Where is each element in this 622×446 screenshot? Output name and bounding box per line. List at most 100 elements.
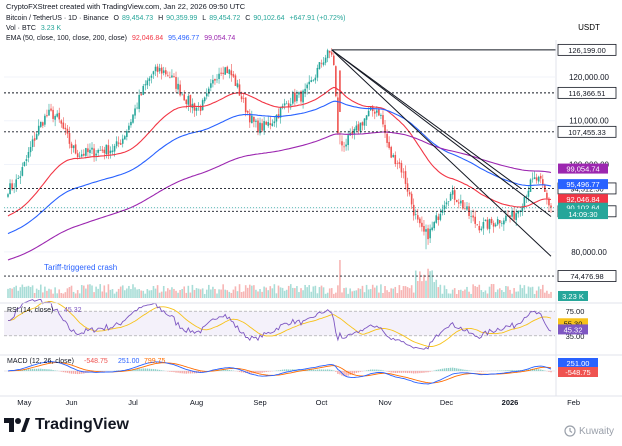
macd-hist-bar <box>548 371 550 372</box>
macd-hist-bar <box>326 369 329 371</box>
volume-bar <box>330 288 333 298</box>
open-label: O <box>113 15 119 22</box>
volume-bar <box>369 289 372 298</box>
volume-bar <box>414 270 417 298</box>
volume-bar <box>259 289 261 298</box>
macd-label[interactable]: MACD (12, 26, close) <box>7 358 74 365</box>
candle-body <box>523 197 526 208</box>
candle-body <box>113 145 116 152</box>
time-axis[interactable]: May Jun Jul Aug Sep Oct Nov Dec 2026 Feb <box>0 40 622 407</box>
symbol-header-line: Bitcoin / TetherUS · 1D · Binance O 89,45… <box>6 14 349 23</box>
volume-bar <box>513 288 515 298</box>
rsi-tick-label: 35.00 <box>566 332 585 341</box>
volume-bar <box>240 291 243 298</box>
macd-line-value: 251.00 <box>118 358 140 365</box>
volume-bar <box>324 293 327 298</box>
macd-hist-bar <box>419 371 421 374</box>
volume-bar <box>285 289 288 298</box>
macd-hist-bar <box>538 369 540 371</box>
macd-hist-bar <box>140 368 142 371</box>
volume-bar <box>455 293 458 298</box>
rsi-tick-label: 75.00 <box>566 307 585 316</box>
candle-body <box>214 78 216 81</box>
candle-body <box>357 124 360 131</box>
candle-body <box>503 220 505 225</box>
volume-bar <box>341 292 343 298</box>
macd-hist-bar <box>152 369 155 371</box>
candle-body <box>152 71 155 75</box>
macd-hist-bar <box>331 369 333 371</box>
macd-hist-bar <box>42 368 44 371</box>
volume-bar <box>150 290 153 298</box>
macd-hist-bar <box>376 369 378 371</box>
candle-body <box>154 66 157 72</box>
high-value: 90,359.99 <box>166 15 198 22</box>
volume-bar <box>95 286 97 298</box>
candle-body <box>535 177 538 181</box>
candle-body <box>478 225 481 231</box>
price-tag-label: 92,046.84 <box>566 195 599 204</box>
candle-body <box>363 118 366 126</box>
volume-bar <box>439 284 442 298</box>
volume-bar <box>246 287 249 298</box>
volume-bar <box>167 288 169 298</box>
volume-bar <box>130 289 132 298</box>
macd-hist-bar <box>185 371 187 374</box>
macd-hist-bar <box>181 371 183 374</box>
volume-bar <box>300 288 302 298</box>
watermark-icon <box>564 425 576 437</box>
volume-label[interactable]: Vol · BTC <box>6 25 36 32</box>
volume-bar <box>525 293 528 298</box>
macd-hist-bar <box>189 371 192 374</box>
macd-hist-bar <box>242 371 245 373</box>
macd-line <box>7 361 552 385</box>
open-value: 89,454.73 <box>122 15 154 22</box>
candle-body <box>289 104 292 106</box>
volume-bar <box>347 293 349 298</box>
candle-body <box>253 116 255 122</box>
candle-body <box>185 99 188 104</box>
macd-hist-bar <box>369 369 372 371</box>
candle-body <box>218 73 220 79</box>
macd-hist-bar <box>402 371 405 373</box>
rsi-ma-line <box>8 300 552 347</box>
candle-body <box>156 66 159 72</box>
candle-body <box>29 146 32 153</box>
candle-body <box>117 142 120 144</box>
candle-body <box>378 109 380 116</box>
candle-body <box>216 79 218 81</box>
candle-body <box>119 143 122 145</box>
trendline <box>331 49 552 217</box>
volume-bar <box>58 289 61 298</box>
candle-body <box>27 152 30 158</box>
volume-bar <box>85 288 87 298</box>
ema-label[interactable]: EMA (50, close, 100, close, 200, close) <box>6 35 128 42</box>
volume-bar <box>306 287 308 298</box>
macd-hist-bar <box>365 370 368 371</box>
macd-hist-bar <box>417 371 419 374</box>
macd-hist-bar <box>220 369 222 371</box>
candle-body <box>232 74 235 77</box>
candle-body <box>99 150 102 151</box>
volume-header-line: Vol · BTC 3.23 K <box>6 24 64 33</box>
candle-body <box>298 92 300 95</box>
rsi-label[interactable]: RSI (14, close) <box>7 307 53 314</box>
candle-body <box>412 204 415 216</box>
candle-body <box>177 83 179 90</box>
macd-hist-bar <box>156 369 159 371</box>
candle-body <box>265 121 267 125</box>
volume-bar <box>404 286 407 298</box>
candle-body <box>333 55 335 65</box>
macd-hist-bar <box>230 370 233 371</box>
macd-hist-bar <box>441 368 444 371</box>
candle-body <box>181 94 183 96</box>
candle-body <box>121 138 124 144</box>
symbol-name[interactable]: Bitcoin / TetherUS · 1D · Binance <box>6 15 109 22</box>
volume-bar <box>35 288 38 298</box>
macd-hist-bar <box>531 368 534 371</box>
macd-hist-bar <box>146 368 149 371</box>
volume-bar <box>138 289 140 298</box>
candle-body <box>365 115 368 120</box>
level-tag-label: 74,476.98 <box>570 272 603 281</box>
